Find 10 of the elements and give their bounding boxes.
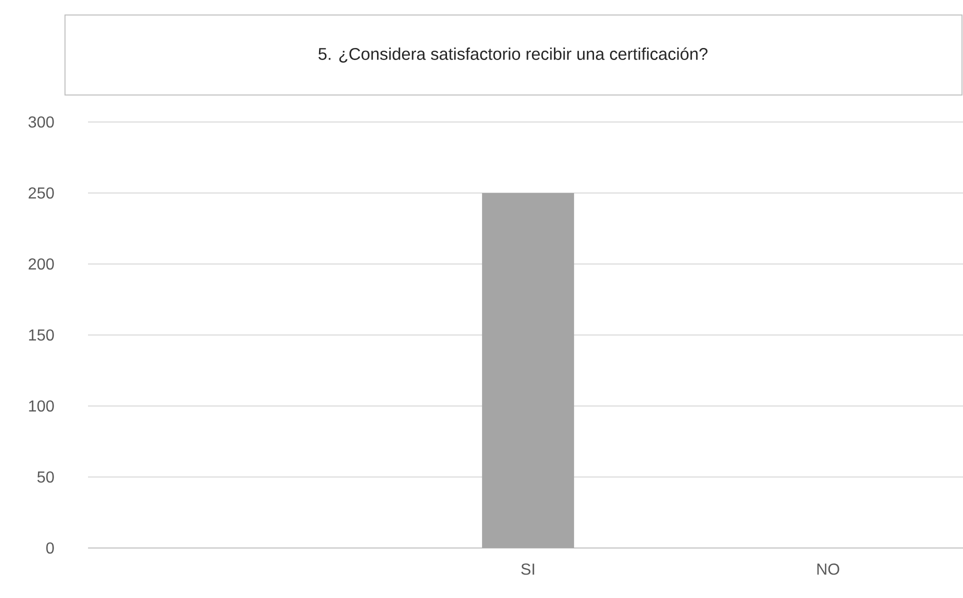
y-tick-label: 150 — [29, 329, 54, 341]
x-tick-label: NO — [817, 564, 840, 575]
x-tick-label: SI — [521, 564, 534, 575]
y-tick-label: 50 — [37, 471, 54, 483]
y-tick-label: 0 — [46, 542, 54, 554]
y-tick-label: 100 — [29, 400, 54, 412]
chart-title: 5. ¿Considera satisfactorio recibir una certificación? — [318, 47, 708, 63]
y-tick-label: 200 — [28, 258, 54, 270]
y-tick-label: 250 — [28, 187, 54, 199]
y-tick-label: 300 — [28, 116, 54, 128]
